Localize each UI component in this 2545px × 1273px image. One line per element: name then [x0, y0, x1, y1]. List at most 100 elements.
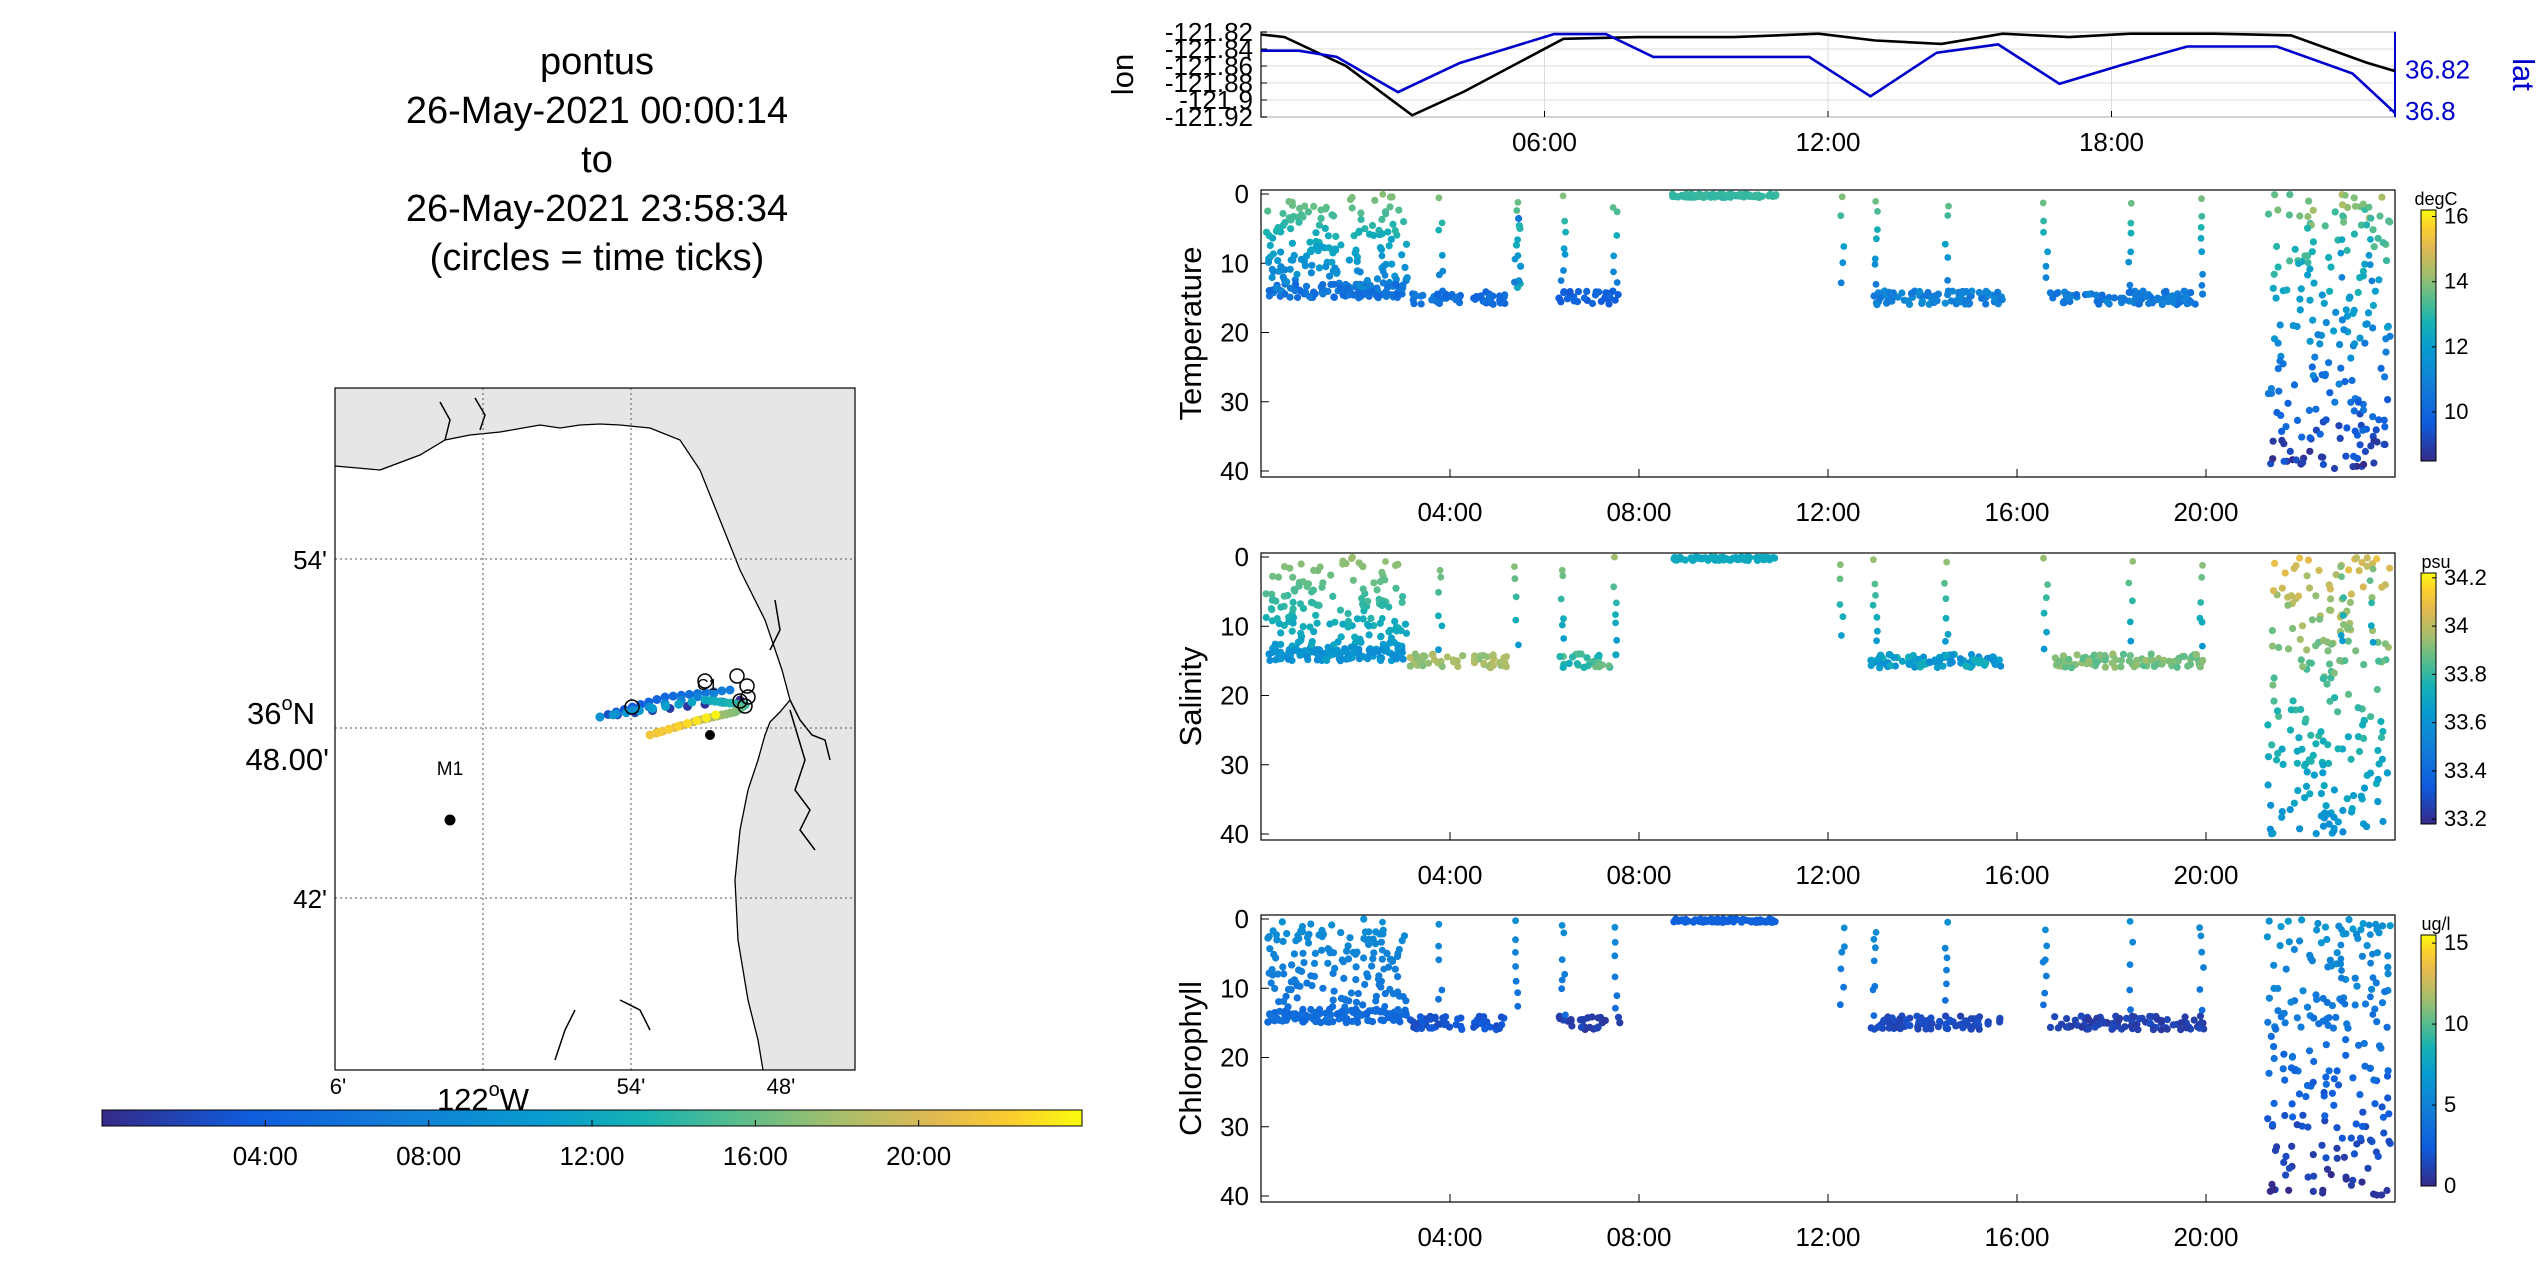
chlorophyll-point: [1369, 955, 1377, 963]
salinity-point: [2287, 706, 2295, 714]
temperature-profile-point: [2339, 212, 2347, 220]
salinity-point: [2339, 806, 2347, 815]
salinity-point: [1289, 573, 1297, 581]
chlorophyll-point: [1426, 1015, 1434, 1023]
chlorophyll-point: [2378, 1103, 2386, 1111]
chlorophyll-point: [2324, 1021, 2332, 1029]
chlorophyll-point: [1691, 916, 1699, 924]
temperature-scatter: [1262, 190, 2394, 473]
salinity-point: [2289, 697, 2297, 705]
chlorophyll-point: [2336, 960, 2345, 968]
temperature-point: [2320, 299, 2328, 307]
temperature-point: [2342, 452, 2350, 460]
chlorophyll-point: [2333, 1144, 2341, 1152]
chlorophyll-profile-point: [2196, 986, 2204, 993]
chlorophyll-profile-point: [1870, 1012, 1878, 1019]
lat-tick: 36.8: [2405, 96, 2456, 126]
chlorophyll-point: [2182, 1024, 2190, 1032]
map-lat-tick-54: 54': [293, 545, 327, 575]
chlorophyll-point: [2282, 1152, 2290, 1160]
temperature-point: [1888, 294, 1896, 302]
chlorophyll-point: [2270, 1043, 2278, 1051]
temperature-point: [1292, 280, 1300, 288]
salinity-colorbar-tick: 33.8: [2444, 661, 2487, 686]
temperature-point: [1709, 191, 1717, 199]
chlorophyll-y-tick: 40: [1220, 1181, 1249, 1211]
chlorophyll-point: [1310, 959, 1319, 968]
chlorophyll-point: [1267, 979, 1275, 987]
salinity-point: [1393, 627, 1401, 635]
temperature-point: [2274, 206, 2282, 214]
salinity-point: [2319, 822, 2328, 830]
temperature-point: [2380, 416, 2388, 424]
chlorophyll-point: [2347, 1134, 2355, 1142]
chlorophyll-point: [1996, 1015, 2004, 1023]
temperature-point: [1317, 283, 1325, 291]
temperature-point: [2369, 324, 2377, 332]
map-lon-tick-54: 54': [617, 1074, 646, 1099]
temperature-point: [1726, 193, 1735, 201]
salinity-point: [1687, 554, 1695, 562]
salinity-point: [2330, 786, 2338, 794]
salinity-point: [2119, 650, 2128, 658]
temperature-profile-point: [1514, 236, 1521, 244]
salinity-profile-point: [2337, 632, 2345, 639]
temperature-profile-point: [2127, 199, 2135, 207]
temperature-profile-point: [1559, 192, 1567, 200]
temperature-point: [2379, 239, 2387, 247]
temperature-point: [2305, 197, 2313, 205]
temperature-point: [2306, 296, 2314, 304]
chlorophyll-profile-point: [2042, 926, 2049, 934]
salinity-point: [1365, 631, 1373, 639]
salinity-profile-point: [1613, 636, 1621, 644]
map-sea: [335, 424, 790, 1070]
salinity-point: [1277, 629, 1285, 637]
temperature-point: [2363, 221, 2371, 229]
chlorophyll-point: [1717, 917, 1725, 925]
chlorophyll-point: [2310, 1172, 2318, 1180]
time-tick-circle: [737, 698, 753, 714]
salinity-point: [1344, 653, 1352, 661]
chlorophyll-point: [1737, 918, 1746, 926]
figure-title: pontus 26-May-2021 00:00:14 to 26-May-20…: [406, 41, 788, 279]
chlorophyll-point: [1315, 931, 1323, 939]
chlorophyll-point: [2385, 1137, 2393, 1145]
salinity-point: [2386, 564, 2394, 572]
salinity-point: [1989, 657, 1998, 665]
chlorophyll-point: [1470, 1023, 1478, 1031]
chlorophyll-profile-point: [1378, 977, 1385, 985]
position-x-tick: 18:00: [2079, 127, 2144, 157]
salinity-point: [1269, 644, 1277, 652]
salinity-point: [2360, 661, 2368, 669]
chlorophyll-point: [1349, 1008, 1357, 1016]
salinity-point: [1284, 655, 1293, 663]
salinity-point: [1753, 553, 1761, 562]
chlorophyll-point: [1299, 949, 1307, 957]
chlorophyll-point: [2318, 1141, 2326, 1149]
temperature-point: [2341, 378, 2349, 386]
salinity-point: [1280, 621, 1288, 630]
salinity-point: [1612, 651, 1620, 659]
temperature-profile-point: [1560, 267, 1567, 274]
temperature-point: [2340, 326, 2348, 334]
chlorophyll-point: [1269, 971, 1277, 979]
temperature-y-tick: 30: [1220, 387, 1249, 417]
temperature-x-tick: 08:00: [1606, 497, 1671, 527]
track-point: [725, 685, 735, 695]
salinity-point: [2268, 627, 2276, 635]
chlorophyll-point: [1365, 928, 1373, 936]
temperature-point: [1288, 239, 1296, 247]
salinity-point: [2379, 727, 2387, 736]
salinity-point: [2284, 645, 2293, 653]
lon-tick: -121.82: [1165, 17, 1253, 47]
salinity-point: [2307, 757, 2315, 765]
chlorophyll-point: [2274, 1007, 2282, 1015]
temperature-profile-point: [1874, 226, 1881, 234]
temperature-profile-point: [1438, 251, 1446, 259]
salinity-profile-point: [2199, 561, 2206, 569]
chlorophyll-profile-point: [2127, 1006, 2134, 1014]
chlorophyll-point: [1272, 954, 1280, 962]
salinity-point: [2299, 663, 2307, 671]
chlorophyll-point: [1338, 956, 1346, 964]
chlorophyll-profile-point: [2040, 1001, 2047, 1009]
